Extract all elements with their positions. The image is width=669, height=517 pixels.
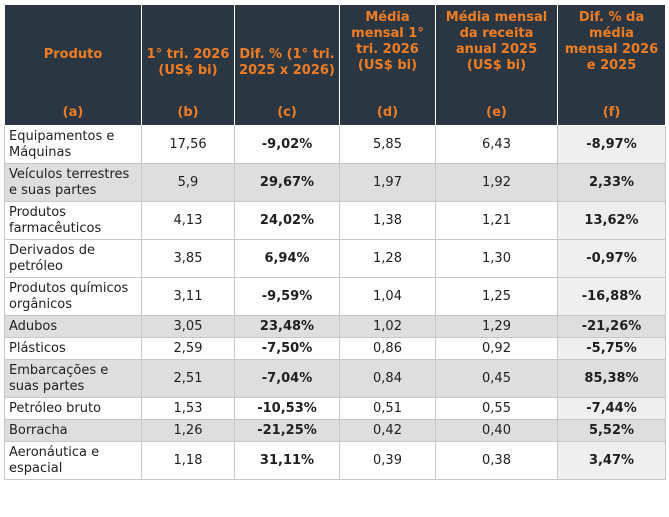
cell-1tri-2026: 17,56 <box>141 125 235 164</box>
table-row: Derivados de petróleo 3,85 6,94% 1,28 1,… <box>4 239 666 278</box>
cell-produto: Adubos <box>4 315 142 338</box>
header-produto: Produto (a) <box>4 4 142 126</box>
cell-media-receita-2025: 1,30 <box>435 239 558 278</box>
cell-media-receita-2025: 0,92 <box>435 337 558 360</box>
cell-media-mensal-2026: 1,28 <box>339 239 436 278</box>
cell-dif-percent: -9,02% <box>234 125 340 164</box>
header-label: Dif. % da média mensal 2026 e 2025 <box>564 10 659 73</box>
cell-1tri-2026: 1,53 <box>141 397 235 420</box>
cell-media-receita-2025: 0,45 <box>435 359 558 398</box>
table-row: Veículos terrestres e suas partes 5,9 29… <box>4 163 666 202</box>
header-dif-percent: Dif. % (1° tri. 2025 x 2026) (c) <box>234 4 340 126</box>
cell-dif-percent: -7,04% <box>234 359 340 398</box>
cell-dif-media-mensal: -0,97% <box>557 239 666 278</box>
cell-dif-media-mensal: 85,38% <box>557 359 666 398</box>
cell-produto: Embarcações e suas partes <box>4 359 142 398</box>
cell-produto: Equipamentos e Máquinas <box>4 125 142 164</box>
cell-1tri-2026: 1,18 <box>141 441 235 480</box>
cell-produto: Veículos terrestres e suas partes <box>4 163 142 202</box>
cell-1tri-2026: 3,85 <box>141 239 235 278</box>
cell-1tri-2026: 2,59 <box>141 337 235 360</box>
cell-media-mensal-2026: 0,51 <box>339 397 436 420</box>
table-row: Equipamentos e Máquinas 17,56 -9,02% 5,8… <box>4 125 666 164</box>
cell-media-mensal-2026: 0,42 <box>339 419 436 442</box>
header-letter: (e) <box>486 105 507 120</box>
cell-dif-media-mensal: -7,44% <box>557 397 666 420</box>
cell-media-receita-2025: 1,25 <box>435 277 558 316</box>
cell-media-mensal-2026: 1,02 <box>339 315 436 338</box>
table-row: Adubos 3,05 23,48% 1,02 1,29 -21,26% <box>4 315 666 338</box>
cell-1tri-2026: 2,51 <box>141 359 235 398</box>
table-header-row: Produto (a) 1° tri. 2026 (US$ bi) (b) Dif.… <box>4 4 666 126</box>
header-dif-media-mensal: Dif. % da média mensal 2026 e 2025 (f) <box>557 4 666 126</box>
export-products-table: Produto (a) 1° tri. 2026 (US$ bi) (b) Dif.… <box>4 4 666 480</box>
cell-dif-media-mensal: -16,88% <box>557 277 666 316</box>
cell-produto: Produtos farmacêuticos <box>4 201 142 240</box>
cell-media-mensal-2026: 1,97 <box>339 163 436 202</box>
cell-media-mensal-2026: 0,86 <box>339 337 436 360</box>
header-letter: (a) <box>62 105 84 120</box>
table-row: Borracha 1,26 -21,25% 0,42 0,40 5,52% <box>4 419 666 442</box>
cell-produto: Borracha <box>4 419 142 442</box>
cell-1tri-2026: 3,05 <box>141 315 235 338</box>
cell-media-mensal-2026: 1,38 <box>339 201 436 240</box>
cell-dif-media-mensal: 3,47% <box>557 441 666 480</box>
cell-media-mensal-2026: 5,85 <box>339 125 436 164</box>
cell-1tri-2026: 4,13 <box>141 201 235 240</box>
cell-media-mensal-2026: 0,39 <box>339 441 436 480</box>
cell-produto: Petróleo bruto <box>4 397 142 420</box>
cell-produto: Plásticos <box>4 337 142 360</box>
header-1tri-2026: 1° tri. 2026 (US$ bi) (b) <box>141 4 235 126</box>
cell-dif-percent: 6,94% <box>234 239 340 278</box>
cell-dif-percent: -10,53% <box>234 397 340 420</box>
cell-produto: Produtos químicos orgânicos <box>4 277 142 316</box>
header-label: 1° tri. 2026 (US$ bi) <box>146 47 230 78</box>
table-row: Produtos farmacêuticos 4,13 24,02% 1,38 … <box>4 201 666 240</box>
cell-dif-percent: -9,59% <box>234 277 340 316</box>
header-label: Média mensal 1° tri. 2026 (US$ bi) <box>351 10 424 73</box>
header-letter: (d) <box>376 105 399 120</box>
cell-dif-media-mensal: -5,75% <box>557 337 666 360</box>
header-label: Produto <box>43 47 103 62</box>
cell-dif-media-mensal: 13,62% <box>557 201 666 240</box>
cell-media-mensal-2026: 0,84 <box>339 359 436 398</box>
cell-1tri-2026: 5,9 <box>141 163 235 202</box>
cell-media-mensal-2026: 1,04 <box>339 277 436 316</box>
cell-dif-media-mensal: -21,26% <box>557 315 666 338</box>
cell-1tri-2026: 3,11 <box>141 277 235 316</box>
cell-media-receita-2025: 6,43 <box>435 125 558 164</box>
header-label: Média mensal da receita anual 2025 (US$ … <box>445 10 548 73</box>
header-media-mensal-2026: Média mensal 1° tri. 2026 (US$ bi) (d) <box>339 4 436 126</box>
cell-1tri-2026: 1,26 <box>141 419 235 442</box>
cell-dif-percent: 24,02% <box>234 201 340 240</box>
header-letter: (f) <box>602 105 621 120</box>
cell-media-receita-2025: 0,40 <box>435 419 558 442</box>
cell-dif-media-mensal: 5,52% <box>557 419 666 442</box>
cell-media-receita-2025: 1,92 <box>435 163 558 202</box>
cell-dif-percent: 23,48% <box>234 315 340 338</box>
cell-media-receita-2025: 0,55 <box>435 397 558 420</box>
cell-produto: Aeronáutica e espacial <box>4 441 142 480</box>
table-row: Produtos químicos orgânicos 3,11 -9,59% … <box>4 277 666 316</box>
cell-media-receita-2025: 1,29 <box>435 315 558 338</box>
header-letter: (c) <box>277 105 297 120</box>
cell-produto: Derivados de petróleo <box>4 239 142 278</box>
cell-dif-percent: -21,25% <box>234 419 340 442</box>
cell-dif-percent: 31,11% <box>234 441 340 480</box>
table-row: Aeronáutica e espacial 1,18 31,11% 0,39 … <box>4 441 666 480</box>
cell-media-receita-2025: 0,38 <box>435 441 558 480</box>
header-label: Dif. % (1° tri. 2025 x 2026) <box>239 47 335 78</box>
cell-dif-media-mensal: -8,97% <box>557 125 666 164</box>
cell-dif-percent: -7,50% <box>234 337 340 360</box>
header-letter: (b) <box>177 105 199 120</box>
table-row: Petróleo bruto 1,53 -10,53% 0,51 0,55 -7… <box>4 397 666 420</box>
cell-media-receita-2025: 1,21 <box>435 201 558 240</box>
cell-dif-media-mensal: 2,33% <box>557 163 666 202</box>
cell-dif-percent: 29,67% <box>234 163 340 202</box>
header-media-receita-2025: Média mensal da receita anual 2025 (US$ … <box>435 4 558 126</box>
table-row: Embarcações e suas partes 2,51 -7,04% 0,… <box>4 359 666 398</box>
table-row: Plásticos 2,59 -7,50% 0,86 0,92 -5,75% <box>4 337 666 360</box>
